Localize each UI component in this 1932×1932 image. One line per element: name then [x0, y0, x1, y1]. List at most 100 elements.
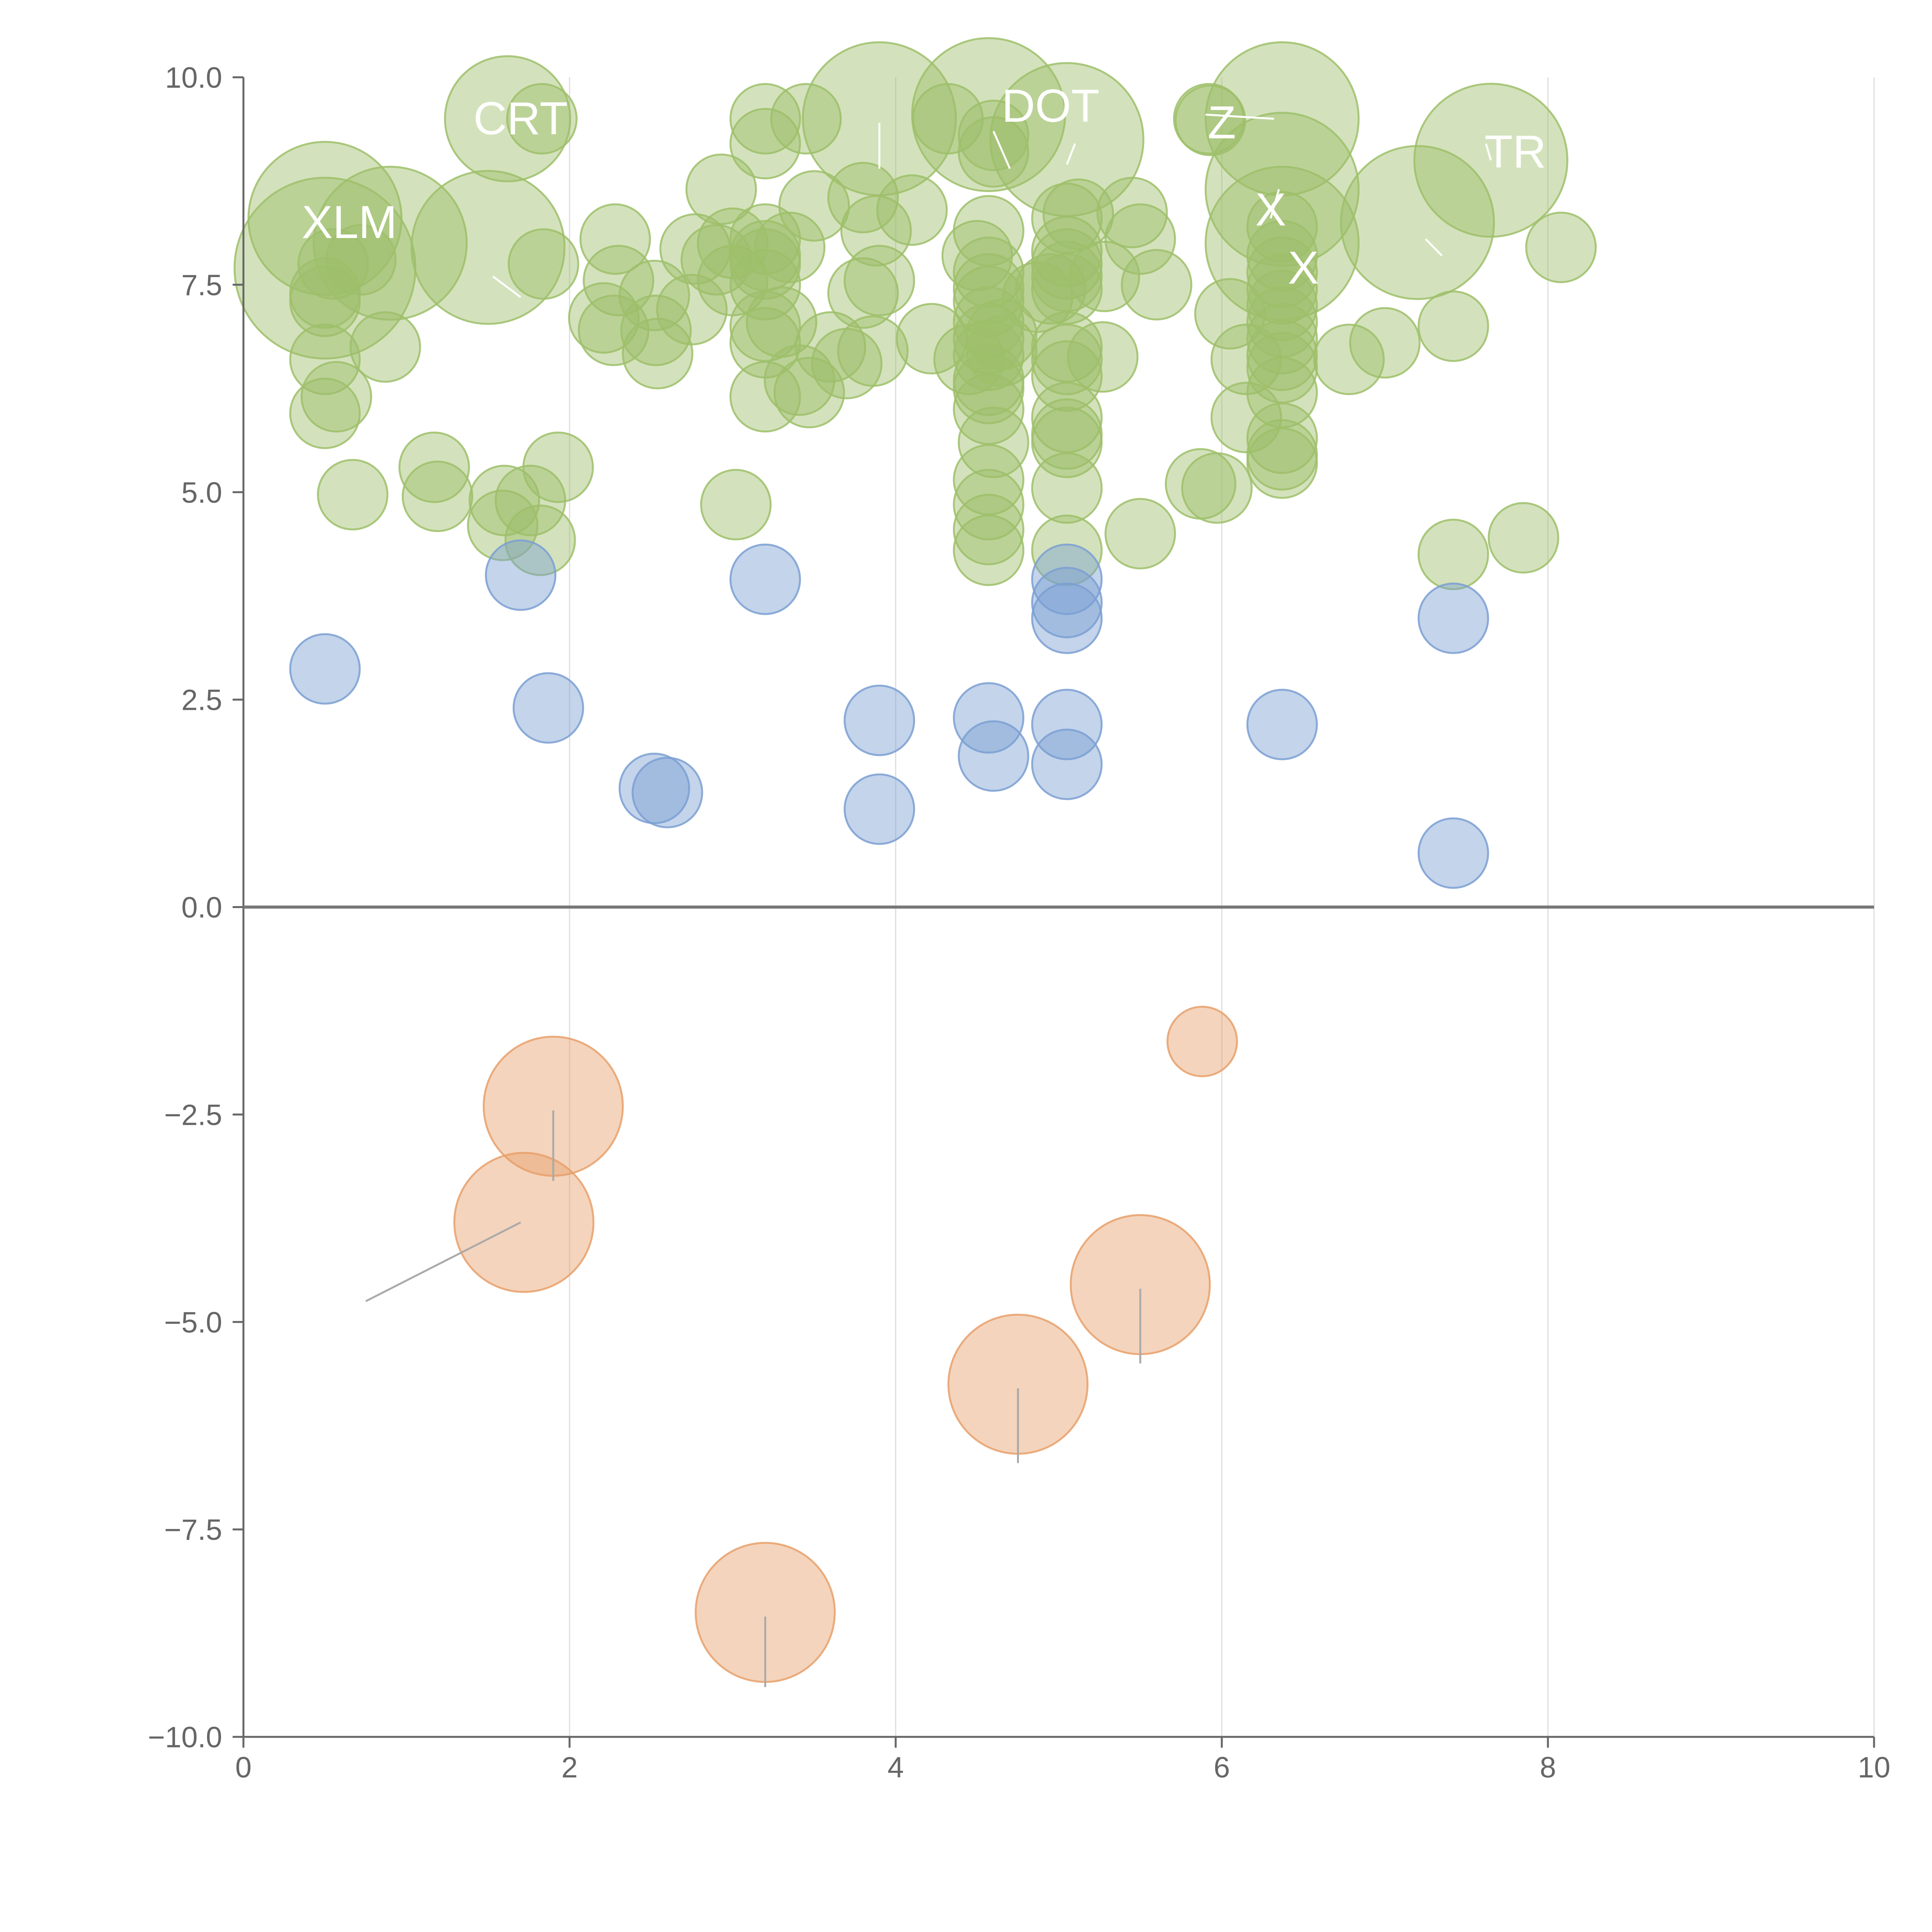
green-bubble	[522, 431, 594, 503]
green-bubble	[1340, 145, 1495, 300]
green-bubble	[966, 299, 1037, 371]
y-tick-label: 0.0	[181, 891, 222, 924]
y-tick-label: 2.5	[181, 684, 222, 717]
green-bubble	[953, 303, 1025, 374]
blue-bubble	[289, 633, 361, 705]
x-tick-label: 0	[235, 1751, 252, 1784]
green-bubble	[289, 265, 361, 337]
green-bubble	[1031, 182, 1103, 254]
blue-bubble	[1031, 728, 1103, 800]
green-bubble	[1204, 41, 1360, 196]
green-bubble	[729, 249, 801, 321]
green-bubble	[1488, 502, 1560, 574]
green-bubble	[401, 460, 473, 532]
leader-line	[1205, 114, 1274, 120]
blue-bubble	[1031, 566, 1103, 638]
leader-line	[1066, 143, 1076, 165]
blue-bubble	[1031, 689, 1103, 760]
green-bubble	[1031, 398, 1103, 470]
green-bubble	[754, 211, 826, 283]
green-bubble	[1031, 381, 1103, 453]
green-bubble	[659, 213, 731, 285]
green-bubble	[957, 406, 1029, 478]
bubble-label: X	[1255, 184, 1286, 236]
green-bubble	[1031, 514, 1103, 586]
green-bubble	[953, 444, 1025, 516]
blue-bubble	[631, 757, 703, 828]
green-bubble	[953, 319, 1025, 391]
green-bubble	[764, 344, 835, 416]
green-bubble	[770, 83, 842, 155]
green-bubble	[1417, 519, 1489, 590]
green-bubble	[1031, 406, 1103, 478]
green-bubble	[953, 469, 1025, 541]
green-bubble	[1525, 211, 1597, 283]
green-bubble	[953, 195, 1025, 267]
green-bubble	[410, 170, 566, 325]
bubble-label: DOT	[1002, 80, 1099, 132]
leader-line	[1425, 238, 1443, 257]
green-bubble	[325, 224, 397, 296]
green-bubble	[953, 286, 1025, 358]
green-bubble	[233, 177, 417, 360]
green-bubble	[953, 344, 1025, 416]
green-bubble	[685, 153, 757, 225]
tick-labels: 0 2 4 6 8 10 −10.0 −7.5 −5.0 −2.5 0.0 2.5 5.0 7.5 10.0	[148, 61, 1891, 1784]
leader-line	[1270, 189, 1280, 219]
green-bubble	[1246, 303, 1318, 374]
blue-bubble	[1417, 582, 1489, 654]
green-bubble	[837, 315, 909, 387]
blue-bubble	[1031, 543, 1103, 615]
x-tick-label: 10	[1858, 1751, 1891, 1784]
y-tick-label: −2.5	[164, 1099, 222, 1131]
bubble-label: Z	[1208, 97, 1236, 148]
green-bubble	[349, 311, 421, 383]
leader-line	[1485, 143, 1492, 161]
green-bubble	[297, 228, 369, 300]
green-bubble	[656, 274, 728, 345]
orange-bubble	[453, 1152, 595, 1293]
blue-bubble	[1031, 582, 1103, 654]
green-bubble	[507, 228, 579, 300]
blue-bubble	[1246, 689, 1318, 760]
green-bubble	[1031, 323, 1103, 395]
green-bubble	[1031, 253, 1103, 325]
y-tick-label: −10.0	[148, 1721, 222, 1754]
green-bubble	[1068, 240, 1140, 312]
green-bubble	[1246, 286, 1318, 358]
x-tick-label: 8	[1540, 1751, 1556, 1784]
bubble-label: TR	[1485, 126, 1546, 177]
green-bubble	[289, 257, 361, 329]
green-bubble	[778, 170, 850, 242]
green-bubble	[802, 41, 957, 196]
green-bubble	[953, 514, 1025, 586]
green-bubble	[398, 431, 470, 503]
green-bubble	[729, 108, 801, 180]
green-bubble	[953, 373, 1025, 445]
green-bubble	[1210, 323, 1282, 395]
green-bubble	[1246, 419, 1318, 491]
green-bubble	[579, 203, 651, 275]
green-bubble	[729, 83, 801, 155]
y-tick-label: −7.5	[164, 1514, 222, 1546]
leader-lines	[365, 114, 1492, 1687]
green-bubble	[1246, 332, 1318, 404]
green-bubble	[911, 37, 1066, 192]
blue-bubble	[844, 773, 915, 845]
green-bubble	[289, 378, 361, 449]
green-bubble	[1104, 203, 1176, 275]
blue-bubble	[512, 672, 584, 744]
bubble-label: XLM	[302, 196, 397, 248]
blue-bubble	[729, 543, 801, 615]
green-bubble	[1067, 321, 1139, 393]
green-bubble	[1246, 357, 1318, 429]
y-tick-label: 5.0	[181, 476, 222, 509]
green-bubble	[966, 315, 1037, 387]
green-bubble	[467, 490, 539, 561]
bubble-label: CRT	[473, 92, 568, 144]
green-bubble	[1246, 191, 1318, 263]
bubbles	[233, 37, 1597, 1683]
green-bubble	[953, 352, 1025, 424]
bubble-label: X	[1288, 242, 1319, 294]
